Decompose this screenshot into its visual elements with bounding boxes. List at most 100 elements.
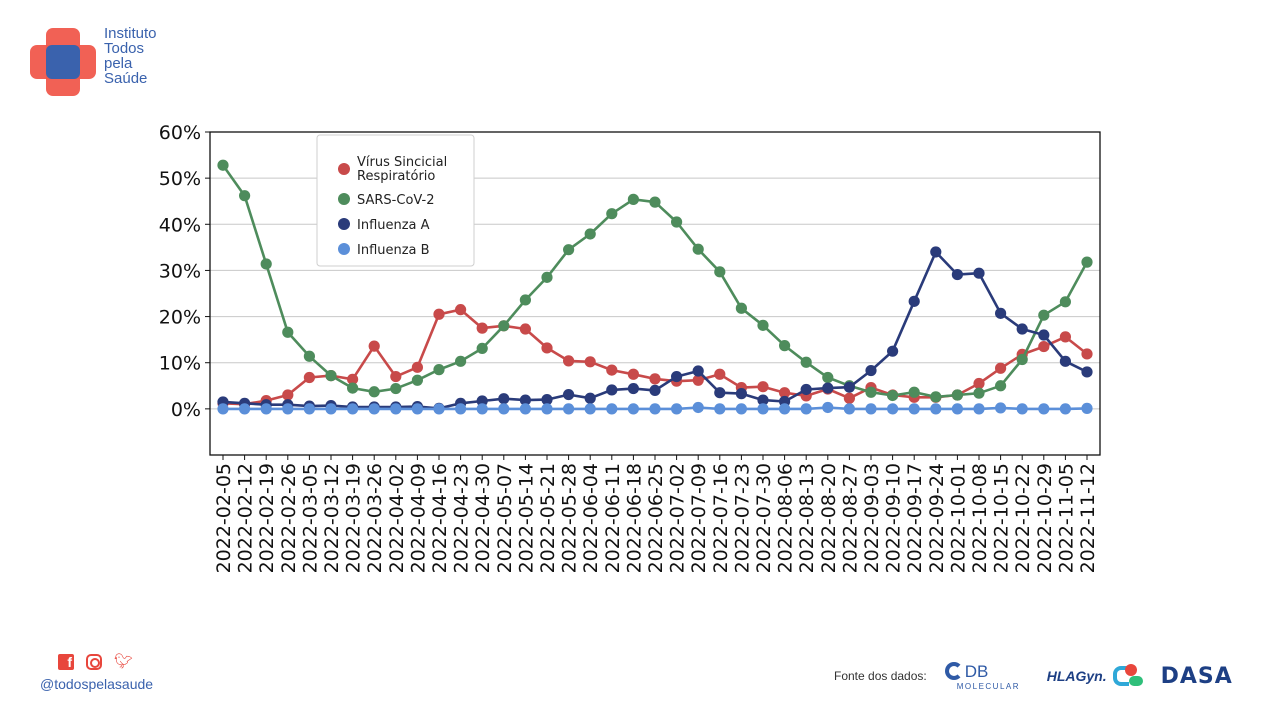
x-tick-label: 2022-02-19 — [256, 463, 278, 573]
data-point — [800, 356, 812, 368]
data-point — [282, 403, 294, 415]
data-point — [303, 371, 315, 384]
data-point — [887, 389, 899, 402]
data-point — [411, 374, 423, 386]
x-tick-label: 2022-06-18 — [623, 463, 645, 573]
data-point — [1081, 348, 1093, 360]
data-point — [779, 403, 791, 415]
data-point — [1059, 355, 1071, 367]
data-point — [282, 326, 294, 338]
data-point — [908, 386, 920, 398]
data-point — [1059, 331, 1071, 343]
x-tick-label: 2022-07-16 — [710, 463, 732, 573]
data-point — [865, 364, 877, 377]
data-point — [757, 403, 769, 415]
brand-name-line: Saúde — [104, 70, 148, 87]
data-point — [714, 403, 726, 415]
x-tick-label: 2022-03-19 — [343, 463, 365, 573]
x-tick-label: 2022-04-30 — [472, 463, 494, 573]
data-point — [951, 403, 964, 415]
x-tick-label: 2022-03-05 — [299, 463, 321, 573]
x-tick-label: 2022-07-09 — [688, 463, 710, 573]
data-point — [1038, 340, 1050, 353]
data-point — [973, 377, 985, 390]
y-tick-label: 50% — [159, 168, 201, 190]
data-point — [995, 362, 1007, 374]
x-tick-label: 2022-05-28 — [559, 463, 581, 573]
data-point — [325, 370, 337, 382]
source-label: Fonte dos dados: — [834, 669, 927, 683]
x-tick-label: 2022-09-17 — [904, 463, 926, 573]
data-point — [995, 307, 1007, 319]
data-point — [368, 340, 380, 352]
data-point — [239, 403, 251, 415]
data-point — [1059, 296, 1071, 308]
data-point — [735, 403, 748, 415]
data-point — [498, 393, 510, 405]
data-point — [843, 392, 856, 404]
x-tick-label: 2022-03-12 — [321, 463, 343, 573]
data-point — [627, 193, 640, 205]
data-point — [714, 368, 726, 380]
data-point — [1059, 403, 1071, 415]
data-point — [498, 320, 510, 332]
data-point — [649, 403, 661, 415]
data-point — [282, 389, 294, 401]
data-point — [995, 402, 1007, 414]
data-point — [606, 208, 618, 220]
data-point — [368, 403, 380, 415]
data-point — [951, 389, 964, 401]
x-tick-label: 2022-08-06 — [775, 463, 797, 573]
x-tick-label: 2022-08-20 — [818, 463, 840, 573]
data-point — [217, 403, 229, 415]
data-point — [541, 394, 553, 406]
x-tick-label: 2022-10-22 — [1012, 463, 1034, 573]
legend-box — [316, 134, 475, 267]
instagram-icon[interactable] — [86, 654, 102, 670]
data-point — [800, 383, 812, 396]
x-tick-label: 2022-07-23 — [731, 463, 753, 573]
brand-name-line: pela — [104, 55, 133, 72]
facebook-icon[interactable]: f — [58, 654, 74, 670]
x-tick-label: 2022-06-11 — [602, 463, 624, 573]
data-point — [757, 381, 769, 393]
db-molecular-logo: DB MOLECULAR — [944, 660, 1031, 692]
data-point — [455, 355, 467, 367]
data-point — [541, 271, 553, 283]
x-tick-label: 2022-07-30 — [753, 463, 775, 573]
data-point — [800, 403, 812, 415]
twitter-icon[interactable]: 🐦︎ — [114, 653, 134, 670]
data-point — [908, 403, 920, 415]
data-point — [368, 386, 380, 398]
data-point — [973, 403, 985, 415]
data-point — [714, 266, 726, 278]
x-tick-label: 2022-07-02 — [667, 463, 689, 573]
data-sources: Fonte dos dados: DB MOLECULAR HLAGyn. DA… — [834, 660, 1233, 692]
data-point — [692, 374, 704, 386]
brand-name-line: Todos — [104, 40, 145, 57]
data-point — [1038, 403, 1050, 415]
y-tick-label: 0% — [171, 399, 201, 421]
data-point — [390, 382, 402, 395]
data-point — [541, 342, 553, 354]
data-point — [1081, 366, 1093, 378]
data-point — [843, 403, 856, 415]
data-point — [584, 356, 596, 368]
social-handle[interactable]: @todospelasaude — [40, 676, 154, 692]
data-point — [973, 387, 985, 399]
x-tick-label: 2022-10-08 — [969, 463, 991, 573]
x-tick-label: 2022-04-09 — [407, 463, 429, 573]
x-tick-label: 2022-09-10 — [883, 463, 905, 573]
data-point — [735, 302, 748, 314]
data-point — [1016, 403, 1028, 415]
data-point — [951, 268, 964, 281]
data-point — [692, 401, 704, 414]
db-logo-text: DB — [964, 662, 989, 681]
brand-name: Instituto Todos pela Saúde — [104, 26, 157, 86]
data-point — [930, 391, 942, 403]
x-tick-label: 2022-10-29 — [1034, 463, 1056, 573]
x-tick-label: 2022-10-01 — [947, 463, 969, 573]
hlagyn-mark-icon — [1111, 662, 1147, 690]
data-point — [822, 371, 834, 384]
data-point — [995, 380, 1007, 392]
